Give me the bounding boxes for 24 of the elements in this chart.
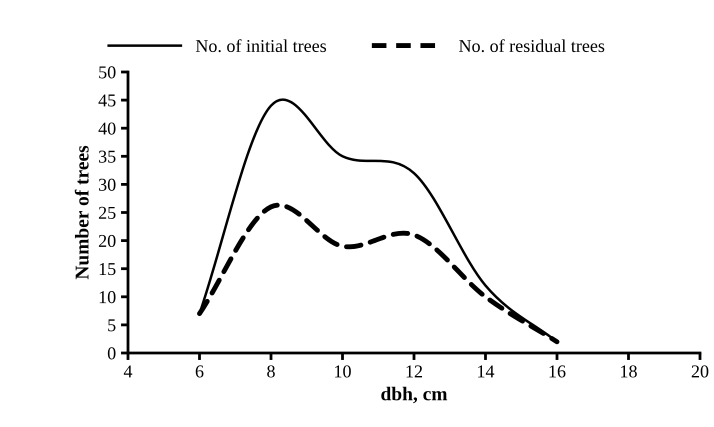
y-tick-label: 40 <box>98 122 116 135</box>
y-tick-label: 10 <box>100 291 116 304</box>
x-axis-title: dbh, cm <box>381 386 448 404</box>
y-tick-label: 50 <box>99 66 116 78</box>
legend-label: No. of initial trees <box>196 39 326 52</box>
y-axis-title: Number of trees <box>74 146 89 280</box>
y-tick-label: 0 <box>108 347 116 360</box>
legend-label: No. of residual trees <box>459 39 604 52</box>
y-tick-label: 30 <box>99 178 116 191</box>
x-tick-label: 20 <box>692 365 708 378</box>
y-tick-label: 20 <box>98 234 116 248</box>
x-tick-label: 10 <box>335 365 351 378</box>
x-tick-label: 4 <box>124 365 132 378</box>
x-tick-label: 12 <box>406 365 422 378</box>
y-tick-label: 5 <box>108 319 116 332</box>
y-tick-label: 15 <box>100 263 116 276</box>
x-tick-label: 6 <box>196 365 204 378</box>
x-tick-label: 16 <box>550 365 566 378</box>
x-tick-label: 8 <box>267 365 275 378</box>
y-tick-label: 35 <box>99 150 116 163</box>
y-tick-label: 45 <box>98 94 116 107</box>
x-tick-label: 14 <box>478 365 494 378</box>
y-tick-label: 25 <box>98 206 116 219</box>
x-tick-label: 18 <box>621 365 637 378</box>
